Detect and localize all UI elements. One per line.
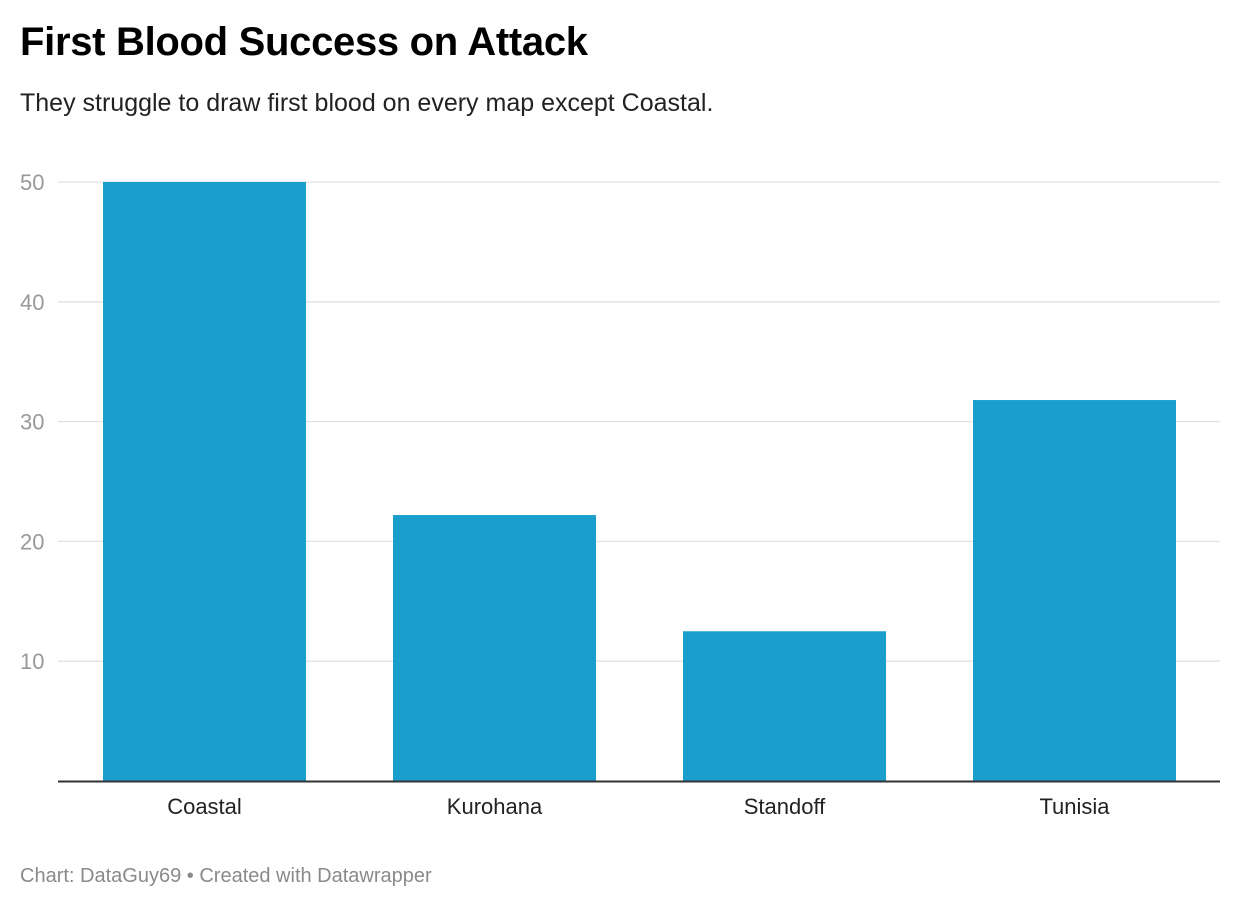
y-tick-label: 10 [20,649,44,674]
chart-footer: Chart: DataGuy69 • Created with Datawrap… [20,865,432,888]
category-label-standoff: Standoff [744,794,826,819]
footer-separator: • [186,865,194,887]
x-axis-category-labels: Coastal Kurohana Standoff Tunisia [167,794,1110,819]
category-label-coastal: Coastal [167,794,242,819]
y-tick-label: 50 [20,170,44,195]
category-label-tunisia: Tunisia [1039,794,1110,819]
bar-tunisia [973,400,1176,781]
source-label: Chart: DataGuy69 [20,865,182,887]
chart-title: First Blood Success on Attack [20,20,588,64]
datawrapper-credit: Created with Datawrapper [199,865,432,887]
chart-subtitle: They struggle to draw first blood on eve… [20,89,714,117]
bar-standoff [683,631,886,781]
y-tick-label: 20 [20,529,44,554]
y-tick-label: 40 [20,290,44,315]
y-tick-label: 30 [20,410,44,435]
bars [103,182,1176,781]
category-label-kurohana: Kurohana [447,794,543,819]
bar-coastal [103,182,306,781]
y-axis-tick-labels: 10 20 30 40 50 [20,170,44,674]
bar-chart: 10 20 30 40 50 Coastal Kurohana Standoff Tunisi… [20,170,1220,819]
bar-kurohana [393,515,596,781]
